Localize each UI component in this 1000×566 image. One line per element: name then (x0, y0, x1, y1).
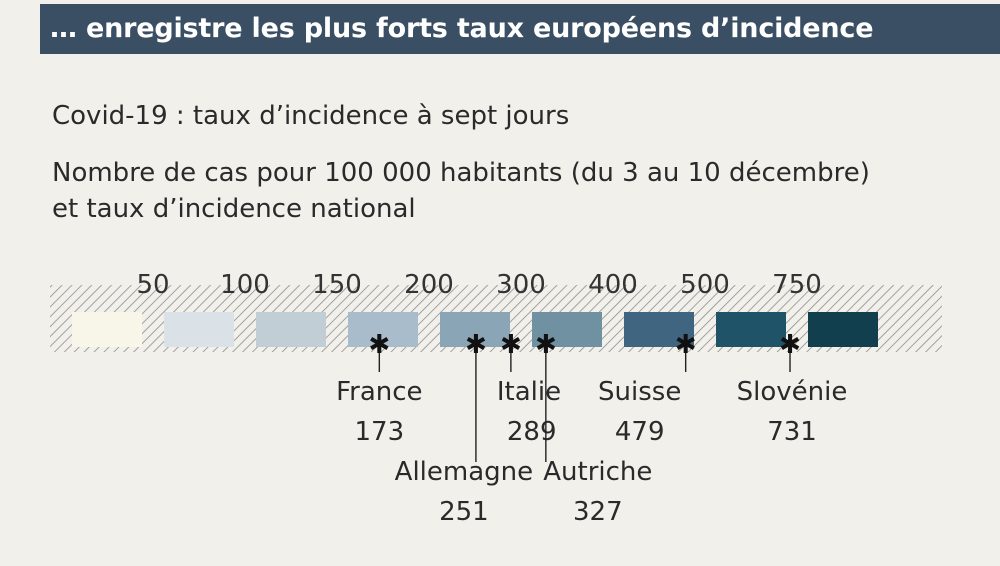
country-value-label: 731 (767, 417, 817, 447)
threshold-label: 50 (136, 270, 169, 300)
threshold-label: 500 (680, 270, 730, 300)
headline-banner: … enregistre les plus forts taux europée… (40, 4, 1000, 54)
country-value-label: 327 (573, 497, 623, 527)
country-name-label: France (336, 377, 422, 407)
scale-bin-7 (624, 312, 694, 347)
scale-bin-3 (256, 312, 326, 347)
description-line-1: Nombre de cas pour 100 000 habitants (du… (52, 158, 870, 188)
scale-bin-2 (164, 312, 234, 347)
scale-bin-8 (716, 312, 786, 347)
threshold-label: 400 (588, 270, 638, 300)
threshold-label: 300 (496, 270, 546, 300)
country-value-label: 289 (507, 417, 557, 447)
scale-bin-9 (808, 312, 878, 347)
marker-asterisk: ✱ (368, 330, 390, 360)
country-name-label: Allemagne (395, 457, 533, 487)
country-name-label: Autriche (543, 457, 652, 487)
scale-bin-4 (348, 312, 418, 347)
threshold-label: 100 (220, 270, 270, 300)
country-name-label: Italie (497, 377, 561, 407)
marker-asterisk: ✱ (779, 330, 801, 360)
country-name-label: Slovénie (737, 377, 848, 407)
scale-bin-6 (532, 312, 602, 347)
threshold-label: 200 (404, 270, 454, 300)
country-name-label: Suisse (598, 377, 681, 407)
threshold-label: 750 (772, 270, 822, 300)
chart-subtitle: Covid-19 : taux d’incidence à sept jours (52, 101, 570, 131)
scale-bin-5 (440, 312, 510, 347)
country-value-label: 479 (615, 417, 665, 447)
country-value-label: 251 (439, 497, 489, 527)
scale-bin-1 (72, 312, 142, 347)
chart-description: Nombre de cas pour 100 000 habitants (du… (52, 155, 997, 227)
threshold-label: 150 (312, 270, 362, 300)
description-line-2: et taux d’incidence national (52, 194, 416, 224)
headline-text: … enregistre les plus forts taux europée… (50, 13, 874, 44)
marker-asterisk: ✱ (500, 330, 522, 360)
marker-asterisk: ✱ (465, 330, 487, 360)
marker-asterisk: ✱ (535, 330, 557, 360)
marker-asterisk: ✱ (675, 330, 697, 360)
country-value-label: 173 (354, 417, 404, 447)
